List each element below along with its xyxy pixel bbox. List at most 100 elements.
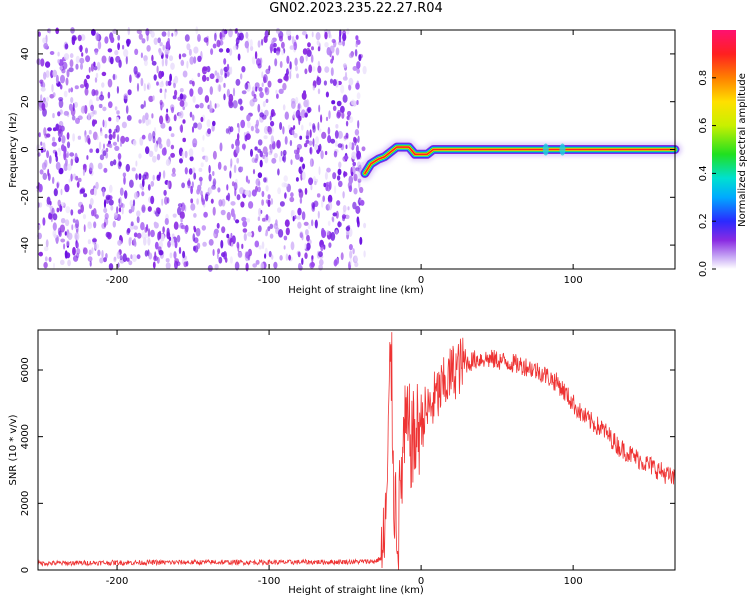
noise-speckle [182,250,186,259]
noise-speckle [183,261,188,268]
noise-speckle [128,260,133,266]
noise-speckle [352,66,358,71]
noise-speckle [282,104,286,111]
noise-speckle [61,68,66,74]
noise-speckle [304,143,308,148]
noise-speckle [85,82,89,90]
noise-speckle [227,125,231,135]
noise-speckle [249,39,253,48]
noise-speckle [311,66,316,72]
noise-speckle [290,241,295,251]
noise-speckle [72,102,75,112]
noise-speckle [257,216,261,221]
noise-speckle [236,241,240,249]
noise-speckle [58,99,64,109]
noise-speckle [233,182,238,191]
signal-path [357,140,682,181]
noise-speckle [95,32,100,42]
noise-speckle [290,209,296,218]
noise-speckle [234,261,240,271]
noise-speckle [42,37,46,44]
noise-speckle [189,156,194,162]
noise-speckle [214,32,217,42]
noise-speckle [101,82,105,88]
noise-speckle [337,40,343,46]
noise-speckle [40,87,46,92]
noise-speckle [136,29,142,34]
noise-speckle [241,90,247,95]
noise-speckle [104,133,108,139]
noise-speckle [345,120,349,127]
noise-speckle [275,27,281,34]
noise-speckle [164,218,169,225]
noise-speckle [331,216,334,221]
noise-speckle [160,71,165,77]
noise-speckle [304,252,308,259]
noise-speckle [252,263,258,268]
noise-speckle [247,179,250,184]
noise-speckle [85,47,88,54]
noise-speckle [136,210,141,217]
noise-speckle [108,199,114,206]
noise-speckle [189,80,193,85]
noise-speckle [244,135,248,142]
noise-speckle [133,191,139,200]
noise-speckle [200,190,203,196]
noise-speckle [207,264,213,272]
noise-speckle [165,80,169,87]
noise-speckle [305,139,310,144]
noise-speckle [325,116,329,122]
noise-speckle [72,133,75,142]
noise-speckle [236,157,240,164]
noise-speckle [73,255,79,262]
noise-speckle [276,46,281,52]
x-tick-label: 100 [564,275,583,286]
noise-speckle [309,147,312,154]
noise-speckle [217,187,221,193]
noise-speckle [104,36,109,44]
noise-speckle [117,262,120,269]
noise-speckle [277,168,280,176]
noise-speckle [358,180,361,189]
noise-speckle [114,145,120,151]
noise-speckle [112,141,117,146]
noise-speckle [347,110,352,117]
noise-speckle [250,148,253,157]
noise-speckle [342,33,347,42]
noise-speckle [170,237,175,246]
noise-speckle [93,221,97,229]
noise-speckle [325,91,329,98]
noise-speckle [340,252,344,261]
noise-speckle [46,150,50,159]
noise-speckle [173,114,177,122]
noise-speckle [152,95,155,101]
noise-speckle [292,215,295,222]
noise-speckle [179,211,185,220]
noise-speckle [337,143,343,148]
noise-speckle [113,256,117,261]
noise-speckle [226,211,231,221]
noise-speckle [48,214,52,220]
noise-speckle [76,181,80,188]
noise-speckle [221,226,226,234]
noise-speckle [342,63,347,69]
noise-speckle [226,233,230,239]
noise-speckle [252,168,256,175]
noise-speckle [66,69,70,78]
noise-speckle [164,91,167,100]
noise-speckle [257,139,263,146]
noise-speckle [282,149,287,156]
noise-speckle [306,234,310,242]
noise-speckle [55,74,59,84]
noise-speckle [277,78,283,84]
noise-speckle [247,231,253,237]
noise-speckle [312,85,315,91]
noise-speckle [170,62,175,70]
noise-speckle [349,257,352,266]
noise-speckle [278,88,284,95]
noise-speckle [117,153,122,160]
noise-speckle [48,155,52,164]
noise-speckle [79,189,82,195]
noise-speckle [103,221,107,228]
